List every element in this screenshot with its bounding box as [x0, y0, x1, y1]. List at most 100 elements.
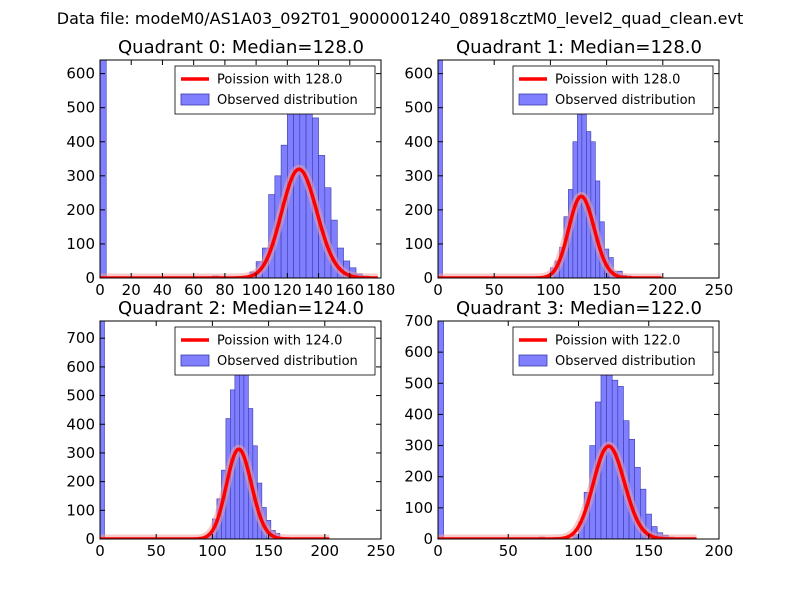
legend-curve-label: Poission with 124.0: [217, 334, 342, 349]
y-tick-label: 100: [66, 235, 95, 253]
axes-frame-q2: [99, 320, 382, 540]
y-tick-label: 200: [404, 201, 433, 219]
x-tick-label: 250: [705, 281, 734, 299]
x-tick-label: 140: [304, 281, 333, 299]
quadrant-1-panel: Quadrant 1: Median=128.0 0 50 100 150 200 250…: [404, 37, 733, 299]
legend-q0: Poission with 128.0 Observed distribution: [174, 65, 376, 115]
y-tick-label: 400: [66, 133, 95, 151]
x-tick-label: 0: [433, 542, 443, 560]
legend-bars-label: Observed distribution: [217, 93, 358, 108]
y-tick-label: 400: [404, 405, 433, 423]
legend-bars-swatch: [518, 93, 548, 106]
x-tick-label: 50: [485, 281, 504, 299]
y-tick-label: 300: [404, 167, 433, 185]
x-tick-label: 200: [705, 542, 734, 560]
legend-box: [174, 326, 376, 376]
x-tick-label: 40: [153, 281, 172, 299]
x-tick-label: 100: [198, 542, 227, 560]
y-tick-label: 300: [66, 167, 95, 185]
legend-bars-label: Observed distribution: [217, 354, 358, 369]
y-tick-label: 0: [85, 269, 95, 287]
x-tick-label: 50: [147, 542, 166, 560]
y-tick-label: 600: [404, 65, 433, 83]
histogram-bar: [239, 349, 245, 539]
y-tick-label: 600: [66, 358, 95, 376]
y-tick-label: 700: [404, 312, 433, 330]
histogram-bar: [100, 60, 107, 278]
legend-bars-swatch: [518, 354, 548, 367]
quadrant-2-title: Quadrant 2: Median=124.0: [118, 298, 364, 319]
legend-box: [174, 65, 376, 115]
y-tick-label: 600: [404, 343, 433, 361]
legend-curve-label: Poission with 128.0: [555, 73, 680, 88]
y-tick-label: 700: [66, 329, 95, 347]
y-tick-label: 100: [66, 501, 95, 519]
x-tick-label: 100: [564, 542, 593, 560]
histogram-bar: [293, 100, 301, 278]
axes-frame-q1: [437, 59, 720, 279]
y-tick-label: 400: [404, 133, 433, 151]
x-tick-label: 150: [634, 542, 663, 560]
y-tick-label: 100: [404, 235, 433, 253]
y-tick-label: 400: [66, 415, 95, 433]
y-tick-label: 200: [404, 468, 433, 486]
y-tick-label: 0: [423, 269, 433, 287]
x-tick-label: 100: [242, 281, 271, 299]
x-tick-label: 80: [215, 281, 234, 299]
x-tick-label: 200: [310, 542, 339, 560]
x-tick-label: 160: [335, 281, 364, 299]
y-tick-label: 500: [404, 374, 433, 392]
y-tick-label: 200: [66, 201, 95, 219]
legend-q2: Poission with 124.0 Observed distribution: [174, 326, 376, 376]
y-tick-label: 500: [404, 99, 433, 117]
y-tick-label: 600: [66, 65, 95, 83]
quadrant-1-title: Quadrant 1: Median=128.0: [456, 37, 702, 58]
legend-q3: Poission with 122.0 Observed distribution: [512, 326, 714, 376]
quadrant-0-panel: Quadrant 0: Median=128.0 0 20 40 60 80 100 120…: [66, 37, 395, 299]
y-tick-label: 300: [66, 444, 95, 462]
y-tick-label: 100: [404, 499, 433, 517]
quadrant-0-title: Quadrant 0: Median=128.0: [118, 37, 364, 58]
y-tick-label: 200: [66, 473, 95, 491]
y-tick-label: 500: [66, 387, 95, 405]
histogram-bar: [100, 321, 105, 539]
figure-title: Data file: modeM0/AS1A03_092T01_90000012…: [57, 9, 743, 29]
legend-q1: Poission with 128.0 Observed distribution: [512, 65, 714, 115]
y-tick-label: 0: [423, 530, 433, 548]
x-tick-label: 250: [367, 542, 396, 560]
quadrant-3-title: Quadrant 3: Median=122.0: [456, 298, 702, 319]
y-tick-label: 500: [66, 99, 95, 117]
legend-bars-label: Observed distribution: [555, 93, 696, 108]
histogram-bar: [438, 321, 444, 539]
histogram-bar: [577, 100, 583, 278]
x-tick-label: 150: [592, 281, 621, 299]
legend-curve-label: Poission with 128.0: [217, 73, 342, 88]
y-tick-label: 300: [404, 437, 433, 455]
legend-bars-swatch: [180, 93, 210, 106]
histogram-bar: [581, 88, 587, 278]
x-tick-label: 50: [499, 542, 518, 560]
x-tick-label: 100: [536, 281, 565, 299]
y-tick-label: 0: [85, 530, 95, 548]
x-tick-label: 180: [367, 281, 396, 299]
quadrant-2-panel: Quadrant 2: Median=124.0 0 50 100 150 200 250…: [66, 298, 395, 560]
legend-curve-label: Poission with 122.0: [555, 334, 680, 349]
legend-box: [512, 65, 714, 115]
quadrant-3-panel: Quadrant 3: Median=122.0 0 50 100 150 200 0 10…: [404, 298, 733, 560]
legend-bars-swatch: [180, 354, 210, 367]
legend-bars-label: Observed distribution: [555, 354, 696, 369]
x-tick-label: 200: [648, 281, 677, 299]
histogram-bar: [438, 60, 443, 278]
x-tick-label: 20: [122, 281, 141, 299]
x-tick-label: 60: [184, 281, 203, 299]
legend-box: [512, 326, 714, 376]
plot-content-q3: [438, 321, 700, 539]
x-tick-label: 120: [273, 281, 302, 299]
x-tick-label: 0: [95, 281, 105, 299]
axes-frame-q0: [99, 59, 382, 279]
x-tick-label: 0: [95, 542, 105, 560]
x-tick-label: 150: [254, 542, 283, 560]
x-tick-label: 0: [433, 281, 443, 299]
poisson-curve: [438, 444, 697, 539]
